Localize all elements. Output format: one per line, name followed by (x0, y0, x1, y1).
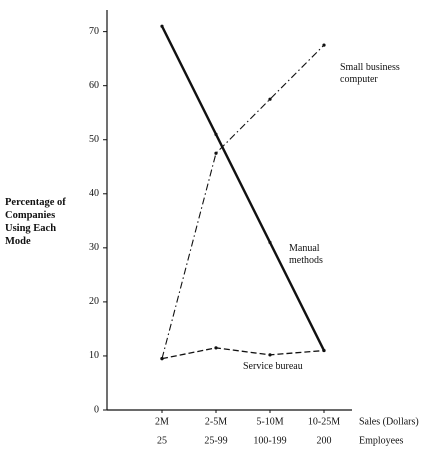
series-point (322, 348, 326, 353)
y-tick-label: 20 (89, 296, 99, 307)
x-tick-label: 5-10M (256, 416, 283, 427)
series-point (214, 151, 218, 155)
series-point (322, 43, 326, 47)
x-axis-label: Sales (Dollars) (359, 416, 419, 427)
y-axis-label: Percentage of Companies Using Each Mode (5, 197, 66, 247)
series-point (268, 97, 272, 101)
series-point (160, 357, 164, 361)
y-tick-label: 0 (94, 404, 99, 415)
y-tick-label: 50 (89, 134, 99, 145)
y-tick-label: 60 (89, 80, 99, 91)
x-tick-label: 2-5M (205, 416, 227, 427)
series-point (268, 240, 272, 245)
series-point (214, 132, 218, 136)
series-point (268, 353, 272, 357)
series-point (160, 24, 164, 28)
series-label: Small business computer (340, 62, 400, 85)
x-axis-label-secondary: Employees (359, 435, 404, 446)
y-tick-label: 40 (89, 188, 99, 199)
y-tick-label: 30 (89, 242, 99, 253)
x-tick-label-secondary: 25-99 (204, 435, 227, 446)
series-line (161, 347, 325, 360)
x-tick-label-secondary: 100-199 (253, 435, 286, 446)
series-label: Manual methods (289, 243, 323, 266)
x-tick-label: 10-25M (308, 416, 340, 427)
x-tick-label-secondary: 25 (157, 435, 167, 446)
x-tick-label-secondary: 200 (317, 435, 332, 446)
series-point (214, 346, 218, 350)
x-tick-label: 2M (155, 416, 169, 427)
y-tick-label: 70 (89, 26, 99, 37)
series-line (160, 25, 326, 352)
y-tick-label: 10 (89, 350, 99, 361)
series-line (161, 44, 325, 359)
series-label: Service bureau (243, 361, 303, 372)
